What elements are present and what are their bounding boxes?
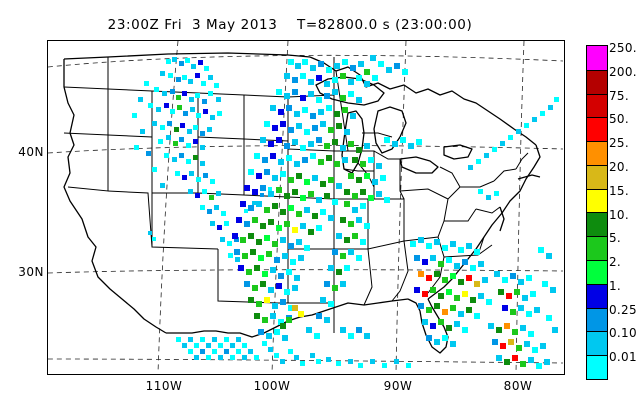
precip-great-basin xyxy=(148,187,272,241)
colorbar-tick-9: 2. xyxy=(609,255,622,270)
precip-gulf-coast xyxy=(280,305,370,339)
x-tick-80w: 80W xyxy=(503,379,533,393)
colorbar-tick-3: 50. xyxy=(609,112,629,127)
figure-title: 23:00Z Fri 3 May 2013 T=82800.0 s (23:00… xyxy=(107,17,473,33)
colorbar-segment-3 xyxy=(587,117,607,142)
precip-florida xyxy=(410,237,492,347)
precip-gulf-of-mexico xyxy=(176,337,411,368)
colorbar-tick-2: 75. xyxy=(609,88,629,103)
colorbar-segment-1 xyxy=(587,69,607,94)
precip-upper-midwest xyxy=(254,59,370,167)
colorbar xyxy=(586,45,608,380)
colorbar-segment-9 xyxy=(587,260,607,284)
colorbar-tick-11: 0.25 xyxy=(609,302,637,317)
colorbar-tick-13: 0.01 xyxy=(609,350,637,365)
colorbar-segment-4 xyxy=(587,141,607,165)
x-tick-100w: 100W xyxy=(253,379,291,393)
colorbar-tick-1: 200. xyxy=(609,64,637,79)
precip-east-coast xyxy=(468,97,559,200)
colorbar-segment-12 xyxy=(587,331,607,356)
colorbar-segment-6 xyxy=(587,188,607,213)
colorbar-segment-5 xyxy=(587,164,607,189)
precip-mississippi-valley xyxy=(232,169,342,341)
colorbar-tick-labels: 250. 200. 75. 50. 25. 20. 15. 10. 5. 2. 1. 0.25 0.10… xyxy=(609,41,640,378)
colorbar-tick-0: 250. xyxy=(609,41,637,55)
colorbar-segment-10 xyxy=(587,283,607,308)
colorbar-segment-11 xyxy=(587,307,607,332)
colorbar-tick-4: 25. xyxy=(609,136,629,151)
colorbar-segment-13 xyxy=(587,355,607,379)
map-plot-area xyxy=(47,40,565,375)
colorbar-tick-7: 10. xyxy=(609,207,629,222)
x-tick-90w: 90W xyxy=(383,379,413,393)
precipitation-field xyxy=(132,55,559,369)
precip-northern-rockies xyxy=(132,57,240,262)
map-canvas xyxy=(48,41,563,373)
colorbar-segment-2 xyxy=(587,93,607,118)
colorbar-segment-8 xyxy=(587,236,607,261)
colorbar-tick-5: 20. xyxy=(609,159,629,174)
colorbar-tick-10: 1. xyxy=(609,278,622,293)
colorbar-segment-0 xyxy=(587,46,607,70)
y-tick-40n: 40N xyxy=(18,145,44,159)
y-tick-30n: 30N xyxy=(18,265,44,279)
precip-great-lakes xyxy=(344,55,422,203)
colorbar-segment-7 xyxy=(587,212,607,237)
colorbar-tick-12: 0.10 xyxy=(609,326,637,341)
colorbar-tick-6: 15. xyxy=(609,183,629,198)
precip-bahamas xyxy=(488,247,558,369)
x-tick-110w: 110W xyxy=(145,379,183,393)
precip-ohio-valley xyxy=(316,201,370,323)
colorbar-tick-8: 5. xyxy=(609,231,622,246)
